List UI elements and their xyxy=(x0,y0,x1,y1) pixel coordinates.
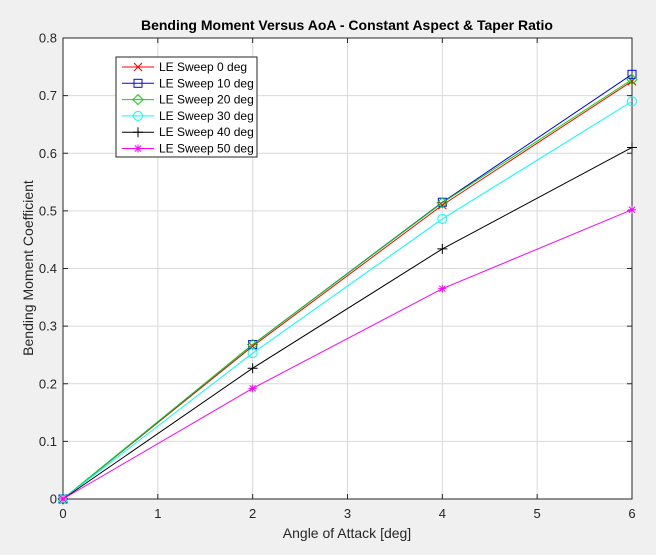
data-point xyxy=(134,144,142,153)
y-tick-label: 0.2 xyxy=(39,376,57,391)
data-point xyxy=(437,243,448,254)
data-point xyxy=(133,110,143,121)
data-point xyxy=(436,197,449,209)
legend-label: LE Sweep 30 deg xyxy=(159,109,254,123)
legend-item-4: LE Sweep 40 deg xyxy=(122,125,254,139)
legend-item-5: LE Sweep 50 deg xyxy=(122,142,254,156)
series-line xyxy=(62,100,633,500)
y-tick-label: 0.4 xyxy=(39,261,57,276)
x-tick-label: 6 xyxy=(628,506,635,521)
series-line xyxy=(62,147,633,500)
chart-title: Bending Moment Versus AoA - Constant Asp… xyxy=(141,17,553,33)
data-point xyxy=(133,62,143,72)
series-3 xyxy=(58,96,637,504)
data-point xyxy=(248,384,257,393)
legend-box xyxy=(115,56,258,158)
legend-label: LE Sweep 50 deg xyxy=(159,142,254,156)
data-point xyxy=(246,338,259,351)
y-tick-label: 0.6 xyxy=(39,146,57,161)
legend-label: LE Sweep 10 deg xyxy=(159,76,254,90)
series-5 xyxy=(59,205,636,503)
legend-label: LE Sweep 40 deg xyxy=(159,125,254,139)
y-tick-label: 0.3 xyxy=(39,319,57,334)
series-layer xyxy=(57,69,638,505)
data-point xyxy=(133,78,143,88)
legend-label: LE Sweep 20 deg xyxy=(159,93,254,107)
data-point xyxy=(247,348,258,359)
data-point xyxy=(133,127,143,138)
series-line xyxy=(62,209,633,500)
y-axis-label: Bending Moment Coefficient xyxy=(20,180,36,356)
data-point xyxy=(628,205,636,214)
series-line xyxy=(62,80,633,500)
x-tick-label: 4 xyxy=(439,506,446,521)
data-point xyxy=(627,142,637,153)
x-axis-label: Angle of Attack [deg] xyxy=(283,525,411,541)
axis-ticks: 0 1 2 3 4 5 6 0 0.1 0.2 0.3 0.4 0.5 0.6 0.7 0.8 xyxy=(39,31,636,522)
y-tick-label: 0.5 xyxy=(39,203,57,218)
data-point xyxy=(627,96,637,107)
y-tick-label: 0.8 xyxy=(39,31,57,46)
legend: LE Sweep 0 deg LE Sweep 10 deg LE Sweep 20… xyxy=(115,56,258,158)
x-tick-label: 3 xyxy=(344,506,351,521)
y-tick-label: 0.7 xyxy=(39,88,57,103)
data-point xyxy=(132,93,144,106)
x-tick-label: 0 xyxy=(59,506,66,521)
y-tick-label: 0.1 xyxy=(39,434,57,449)
legend-label: LE Sweep 0 deg xyxy=(159,60,247,74)
legend-item-2: LE Sweep 20 deg xyxy=(122,93,254,107)
grid-lines xyxy=(63,38,632,499)
legend-item-1: LE Sweep 10 deg xyxy=(122,76,254,90)
data-point xyxy=(626,73,638,86)
data-point xyxy=(59,495,67,503)
series-line xyxy=(62,79,633,500)
data-point xyxy=(627,69,637,79)
data-point xyxy=(437,213,448,224)
legend-item-0: LE Sweep 0 deg xyxy=(122,60,247,74)
legend-item-3: LE Sweep 30 deg xyxy=(122,109,254,123)
y-tick-label: 0 xyxy=(50,492,57,507)
x-tick-label: 2 xyxy=(249,506,256,521)
data-point xyxy=(438,284,447,293)
data-point xyxy=(437,200,447,210)
data-point xyxy=(247,363,258,374)
series-2 xyxy=(57,73,638,505)
x-tick-label: 1 xyxy=(154,506,161,521)
x-tick-label: 5 xyxy=(534,506,541,521)
